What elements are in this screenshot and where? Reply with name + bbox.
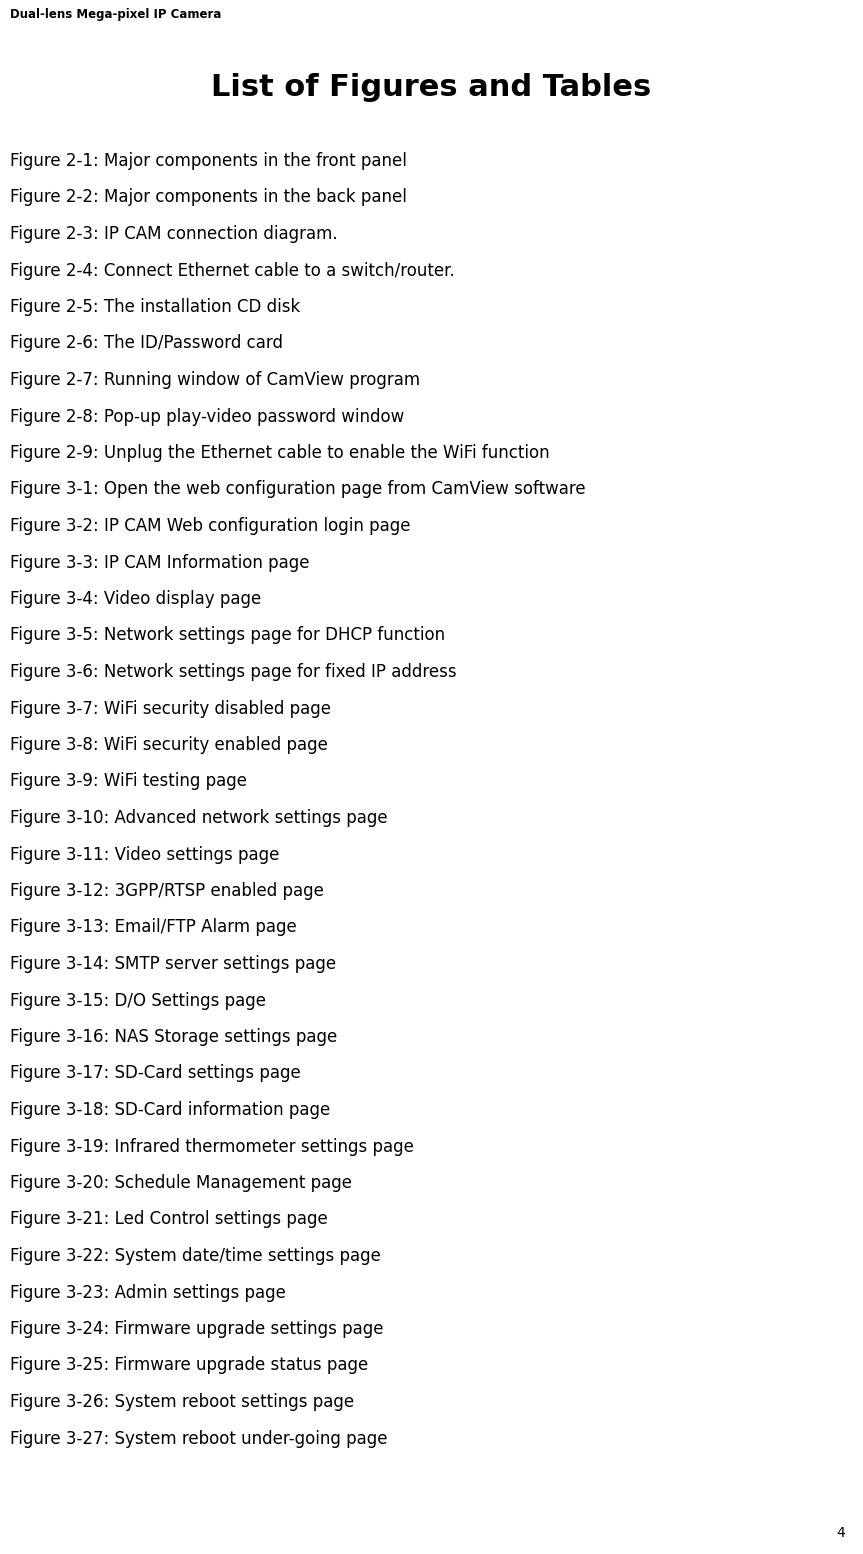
Text: Figure 3-19: Infrared thermometer settings page: Figure 3-19: Infrared thermometer settin… xyxy=(10,1138,414,1156)
Text: Figure 3-4: Video display page: Figure 3-4: Video display page xyxy=(10,591,261,608)
Text: Figure 3-21: Led Control settings page: Figure 3-21: Led Control settings page xyxy=(10,1211,328,1229)
Text: Figure 3-3: IP CAM Information page: Figure 3-3: IP CAM Information page xyxy=(10,553,310,572)
Text: Figure 3-8: WiFi security enabled page: Figure 3-8: WiFi security enabled page xyxy=(10,737,328,754)
Text: Figure 2-6: The ID/Password card: Figure 2-6: The ID/Password card xyxy=(10,334,283,353)
Text: Figure 3-12: 3GPP/RTSP enabled page: Figure 3-12: 3GPP/RTSP enabled page xyxy=(10,883,324,900)
Text: Figure 2-8: Pop-up play-video password window: Figure 2-8: Pop-up play-video password w… xyxy=(10,407,404,426)
Text: Figure 3-26: System reboot settings page: Figure 3-26: System reboot settings page xyxy=(10,1392,354,1411)
Text: Figure 2-7: Running window of CamView program: Figure 2-7: Running window of CamView pr… xyxy=(10,371,420,388)
Text: Figure 3-9: WiFi testing page: Figure 3-9: WiFi testing page xyxy=(10,772,247,791)
Text: Figure 3-11: Video settings page: Figure 3-11: Video settings page xyxy=(10,845,280,864)
Text: Figure 3-10: Advanced network settings page: Figure 3-10: Advanced network settings p… xyxy=(10,810,387,827)
Text: Figure 2-2: Major components in the back panel: Figure 2-2: Major components in the back… xyxy=(10,188,406,207)
Text: Figure 3-15: D/O Settings page: Figure 3-15: D/O Settings page xyxy=(10,991,266,1010)
Text: Figure 3-6: Network settings page for fixed IP address: Figure 3-6: Network settings page for fi… xyxy=(10,664,457,681)
Text: List of Figures and Tables: List of Figures and Tables xyxy=(211,73,652,103)
Text: Figure 3-16: NAS Storage settings page: Figure 3-16: NAS Storage settings page xyxy=(10,1029,337,1046)
Text: Figure 2-9: Unplug the Ethernet cable to enable the WiFi function: Figure 2-9: Unplug the Ethernet cable to… xyxy=(10,444,550,462)
Text: Figure 2-1: Major components in the front panel: Figure 2-1: Major components in the fron… xyxy=(10,152,406,169)
Text: Figure 3-13: Email/FTP Alarm page: Figure 3-13: Email/FTP Alarm page xyxy=(10,918,297,937)
Text: Figure 3-22: System date/time settings page: Figure 3-22: System date/time settings p… xyxy=(10,1246,381,1265)
Text: Figure 3-2: IP CAM Web configuration login page: Figure 3-2: IP CAM Web configuration log… xyxy=(10,517,411,535)
Text: Figure 3-7: WiFi security disabled page: Figure 3-7: WiFi security disabled page xyxy=(10,699,331,718)
Text: Figure 3-18: SD-Card information page: Figure 3-18: SD-Card information page xyxy=(10,1100,331,1119)
Text: 4: 4 xyxy=(836,1526,845,1540)
Text: Figure 3-20: Schedule Management page: Figure 3-20: Schedule Management page xyxy=(10,1173,352,1192)
Text: Figure 3-25: Firmware upgrade status page: Figure 3-25: Firmware upgrade status pag… xyxy=(10,1357,369,1374)
Text: Figure 3-17: SD-Card settings page: Figure 3-17: SD-Card settings page xyxy=(10,1064,300,1083)
Text: Figure 3-24: Firmware upgrade settings page: Figure 3-24: Firmware upgrade settings p… xyxy=(10,1319,383,1338)
Text: Figure 3-5: Network settings page for DHCP function: Figure 3-5: Network settings page for DH… xyxy=(10,626,445,645)
Text: Figure 3-1: Open the web configuration page from CamView software: Figure 3-1: Open the web configuration p… xyxy=(10,480,586,499)
Text: Figure 3-23: Admin settings page: Figure 3-23: Admin settings page xyxy=(10,1284,286,1302)
Text: Figure 3-27: System reboot under-going page: Figure 3-27: System reboot under-going p… xyxy=(10,1430,387,1447)
Text: Figure 2-5: The installation CD disk: Figure 2-5: The installation CD disk xyxy=(10,298,300,315)
Text: Figure 3-14: SMTP server settings page: Figure 3-14: SMTP server settings page xyxy=(10,956,336,973)
Text: Figure 2-3: IP CAM connection diagram.: Figure 2-3: IP CAM connection diagram. xyxy=(10,225,337,242)
Text: Dual-lens Mega-pixel IP Camera: Dual-lens Mega-pixel IP Camera xyxy=(10,8,222,22)
Text: Figure 2-4: Connect Ethernet cable to a switch/router.: Figure 2-4: Connect Ethernet cable to a … xyxy=(10,261,455,280)
